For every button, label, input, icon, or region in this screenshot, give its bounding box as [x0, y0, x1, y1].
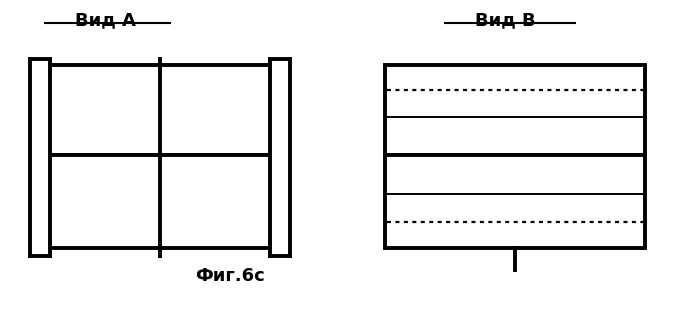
Bar	[50, 155, 270, 248]
Text: Вид В: Вид В	[475, 11, 535, 29]
Text: Вид А: Вид А	[75, 11, 136, 29]
Bar	[385, 65, 645, 155]
Text: Фиг.6с: Фиг.6с	[195, 267, 265, 285]
Bar	[385, 155, 645, 248]
Bar	[50, 65, 270, 155]
